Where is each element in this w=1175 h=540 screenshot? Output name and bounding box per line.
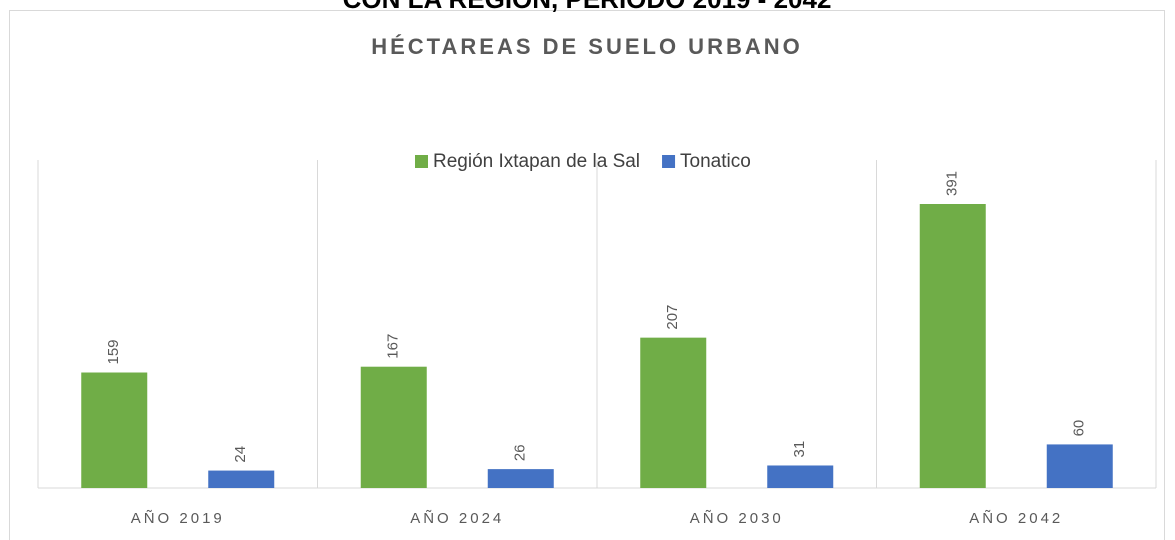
legend-swatch <box>662 155 676 168</box>
chart-title: HÉCTAREAS DE SUELO URBANO <box>371 34 803 59</box>
x-tick-label: AÑO 2019 <box>131 510 225 527</box>
bar <box>767 465 834 488</box>
bar <box>919 204 986 488</box>
legend: Región Ixtapan de la Sal Tonatico <box>415 151 751 172</box>
legend-label: Región Ixtapan de la Sal <box>433 151 640 172</box>
bar <box>81 372 148 488</box>
legend-label: Tonatico <box>680 151 751 172</box>
data-label: 24 <box>232 446 249 463</box>
data-label: 207 <box>664 305 681 330</box>
chart-border <box>9 10 1165 540</box>
bar <box>640 337 707 488</box>
legend-swatch <box>415 155 428 168</box>
page-heading: CON LA REGIÓN, PERIODO 2019 - 2042 <box>343 0 832 14</box>
data-label: 391 <box>944 171 961 196</box>
x-tick-label: AÑO 2042 <box>969 510 1063 527</box>
bar <box>360 366 427 488</box>
data-label: 26 <box>512 444 529 461</box>
data-label: 159 <box>105 339 122 364</box>
bar <box>1046 444 1113 488</box>
data-label: 167 <box>385 334 402 359</box>
data-label: 31 <box>791 441 808 458</box>
x-tick-label: AÑO 2030 <box>690 510 784 527</box>
bar <box>208 470 275 488</box>
x-tick-label: AÑO 2024 <box>410 510 504 527</box>
data-label: 60 <box>1071 420 1088 437</box>
bar <box>487 469 554 488</box>
